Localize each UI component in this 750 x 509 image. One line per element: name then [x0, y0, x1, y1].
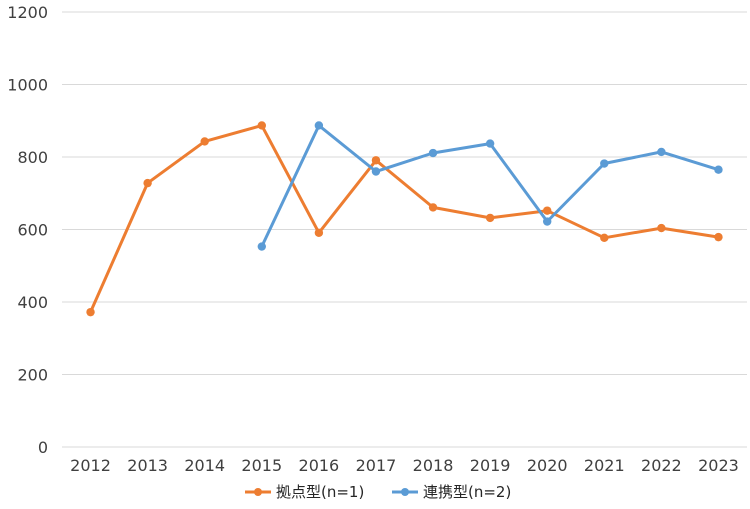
- legend-label: 拠点型(n=1): [276, 483, 364, 501]
- x-tick-label: 2014: [184, 456, 225, 475]
- data-point: [428, 148, 438, 158]
- data-point: [314, 228, 324, 237]
- data-point: [428, 203, 438, 212]
- legend-swatch-marker: [401, 488, 409, 496]
- legend-item: 拠点型(n=1): [245, 483, 364, 501]
- x-tick-label: 2015: [241, 456, 282, 475]
- y-axis-tick-labels: 0 200 400 600 800 1000 1200: [7, 3, 48, 457]
- data-point: [600, 233, 609, 243]
- series-1: [86, 121, 723, 317]
- data-point: [543, 206, 552, 215]
- data-point: [657, 223, 666, 233]
- data-point: [657, 147, 666, 157]
- data-point: [714, 232, 723, 242]
- legend-item: 連携型(n=2): [392, 483, 511, 501]
- y-tick-label: 1200: [7, 3, 48, 22]
- data-point: [200, 137, 209, 146]
- y-tick-label: 600: [17, 221, 48, 240]
- data-point: [257, 242, 266, 251]
- data-point: [485, 139, 495, 148]
- data-point: [485, 213, 495, 223]
- data-point: [371, 167, 381, 176]
- x-tick-label: 2016: [299, 456, 340, 475]
- gridlines: [62, 11, 747, 448]
- series-2: [257, 121, 723, 251]
- x-tick-label: 2022: [641, 456, 682, 475]
- legend-swatch-marker: [254, 488, 262, 496]
- data-point: [371, 156, 381, 165]
- y-tick-label: 1000: [7, 76, 48, 95]
- series-line: [89, 124, 720, 314]
- x-tick-label: 2013: [127, 456, 168, 475]
- data-point: [257, 121, 266, 130]
- x-tick-label: 2018: [413, 456, 454, 475]
- x-axis-tick-labels: 2012 2013 2014 2015 2016 2017 2018 2019 2020 2021…: [70, 456, 739, 475]
- y-tick-label: 800: [17, 148, 48, 167]
- data-point: [314, 121, 324, 130]
- x-tick-label: 2023: [698, 456, 739, 475]
- x-tick-label: 2012: [70, 456, 111, 475]
- data-point: [86, 307, 95, 317]
- x-tick-label: 2017: [356, 456, 397, 475]
- x-tick-label: 2020: [527, 456, 568, 475]
- legend-label: 連携型(n=2): [423, 483, 511, 501]
- data-point: [714, 165, 723, 174]
- data-point: [543, 217, 552, 226]
- y-tick-label: 400: [17, 293, 48, 312]
- x-tick-label: 2019: [470, 456, 511, 475]
- x-tick-label: 2021: [584, 456, 625, 475]
- series-lines: [86, 121, 723, 317]
- y-tick-label: 200: [17, 366, 48, 385]
- y-tick-label: 0: [38, 438, 48, 457]
- data-point: [600, 159, 609, 168]
- data-point: [143, 178, 152, 188]
- legend: 拠点型(n=1) 連携型(n=2): [245, 483, 511, 501]
